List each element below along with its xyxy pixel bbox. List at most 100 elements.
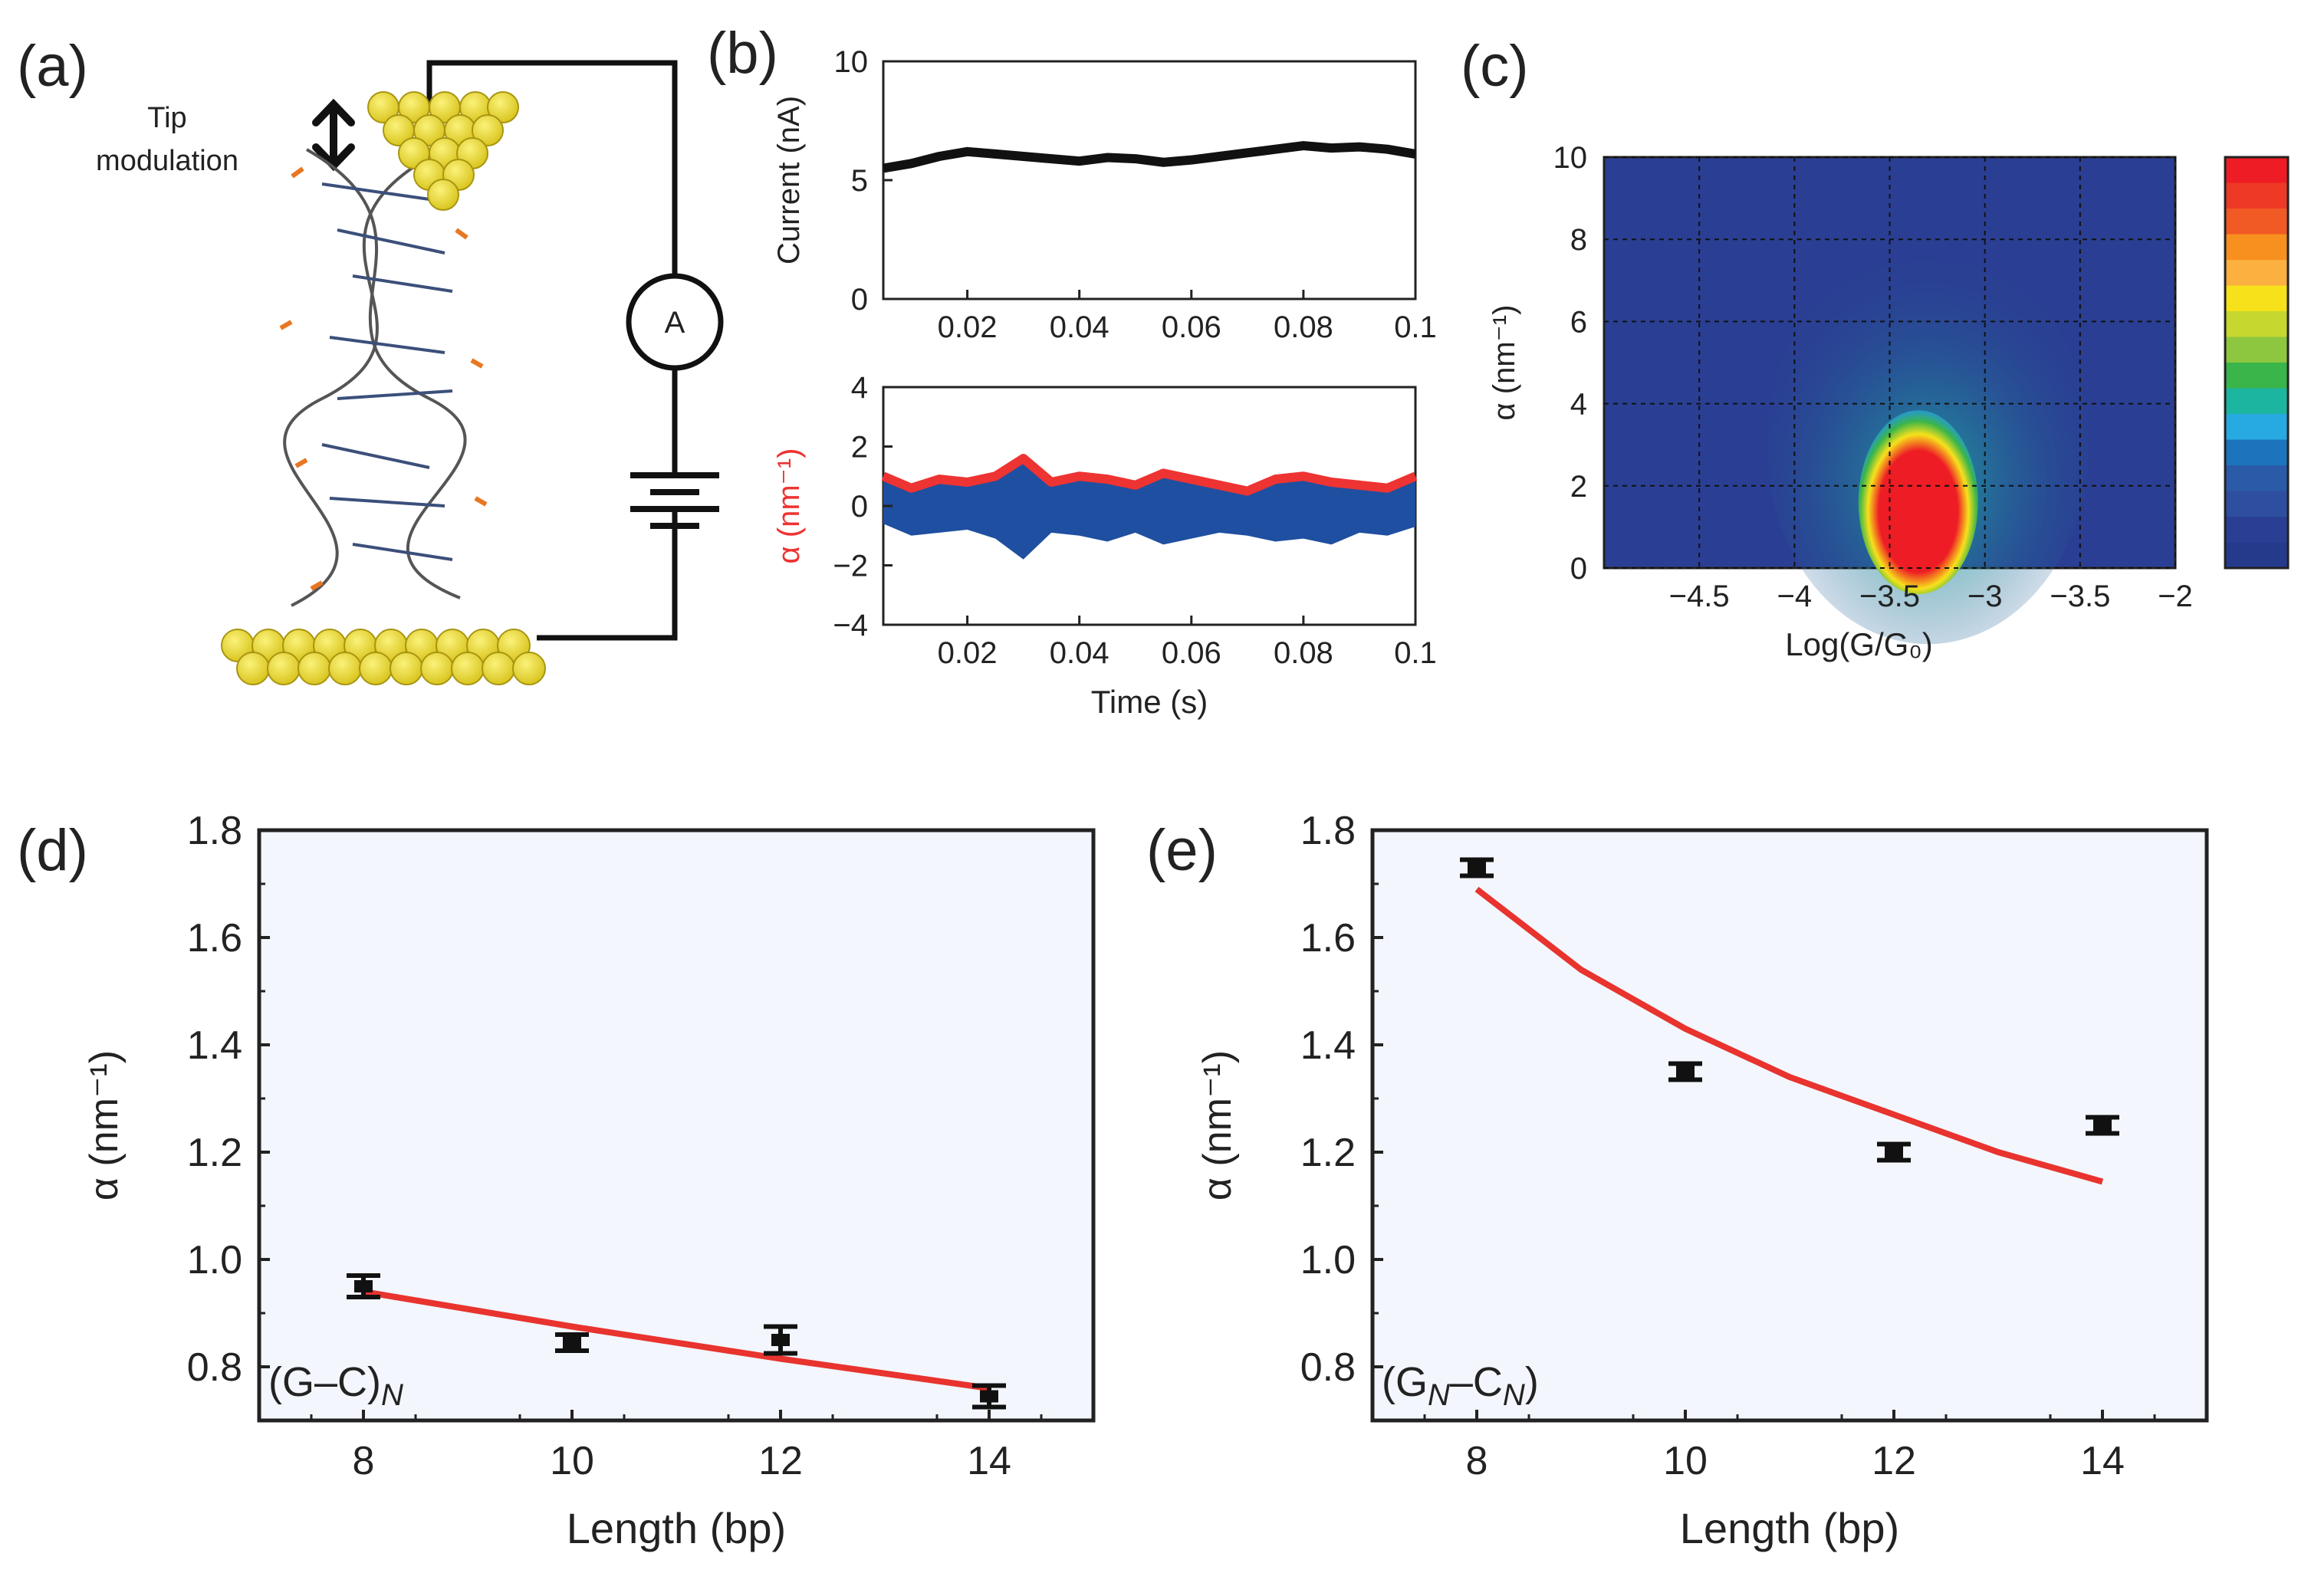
x-tick-label: −4.5: [1669, 580, 1730, 613]
panel-label-d: (d): [17, 818, 88, 883]
series-annotation: (GN–CN): [1382, 1359, 1539, 1412]
y-tick-label: 1.4: [1300, 1023, 1356, 1068]
chart-gc-block: 8 10 12 14 0.8 1.0 1.2 1.4 1.6 1.8 Length (bp) α (n…: [1195, 809, 2209, 1552]
heatmap-hotspot: [1858, 410, 1978, 595]
x-tick-label: 0.1: [1394, 310, 1437, 344]
x-axis-label: Length (bp): [1680, 1504, 1899, 1552]
y-tick-label: 1.8: [1300, 809, 1356, 853]
colorbar-step: [2225, 260, 2288, 287]
data-point: [1676, 1066, 1695, 1078]
panel-label-e: (e): [1146, 818, 1218, 883]
colorbar-step: [2225, 439, 2288, 466]
battery-icon: [630, 472, 719, 529]
chart-current-trace: 0.02 0.04 0.06 0.08 0.1 0 5 10 Current (nA): [772, 45, 1437, 344]
data-point: [354, 1280, 373, 1292]
x-tick-label: 0.08: [1274, 636, 1333, 670]
y-tick-label: 10: [834, 45, 869, 79]
dna-helix: [279, 148, 488, 607]
y-tick-label: 2: [1570, 470, 1587, 504]
y-tick-label: 2: [851, 431, 868, 465]
x-tick-label: −4: [1777, 580, 1813, 613]
panel-label-b: (b): [707, 21, 778, 86]
y-tick-label: 0: [1570, 552, 1587, 586]
y-tick-label: 8: [1570, 223, 1587, 257]
y-tick-label: 1.0: [187, 1238, 242, 1282]
y-tick-label: −4: [833, 609, 868, 642]
y-axis-label: α (nm⁻¹): [772, 448, 806, 564]
x-axis-label: Log(G/G₀): [1785, 626, 1933, 662]
x-axis-label: Time (s): [1091, 684, 1208, 720]
series-line-upper: [881, 454, 1418, 496]
x-tick-label: 10: [550, 1439, 594, 1483]
y-tick-label: 0: [851, 490, 868, 524]
colorbar-step: [2225, 517, 2288, 543]
data-point: [1468, 862, 1486, 874]
x-tick-label: 12: [758, 1439, 803, 1483]
y-axis-label: α (nm⁻¹): [1195, 1050, 1240, 1200]
x-tick-label: 0.04: [1050, 310, 1109, 344]
y-tick-label: 0: [851, 283, 868, 317]
x-tick-label: −3.5: [2050, 580, 2110, 613]
data-point: [980, 1390, 998, 1403]
x-axis-label: Length (bp): [567, 1504, 786, 1552]
series-line-current: [882, 141, 1417, 173]
y-tick-label: −2: [833, 550, 868, 583]
colorbar-step: [2225, 491, 2288, 517]
y-tick-label: 0.8: [1300, 1345, 1356, 1390]
colorbar-frame: [2224, 156, 2290, 570]
colorbar-step: [2225, 337, 2288, 363]
colorbar-step: [2225, 542, 2288, 569]
circuit-wire: [426, 60, 678, 641]
x-tick-label: 0.06: [1162, 310, 1221, 344]
y-axis-label: α (nm⁻¹): [82, 1050, 127, 1200]
y-tick-label: 5: [851, 164, 868, 198]
y-tick-label: 4: [1570, 388, 1587, 422]
y-tick-label: 1.0: [1300, 1238, 1356, 1282]
data-point: [563, 1336, 581, 1349]
series-annotation: (G–C)N: [268, 1359, 403, 1412]
y-axis-label: α (nm⁻¹): [1488, 305, 1521, 421]
gold-substrate: [221, 629, 546, 685]
tip-label-line2: modulation: [96, 145, 238, 177]
y-tick-label: 6: [1570, 305, 1587, 339]
panel-label-c: (c): [1461, 34, 1529, 99]
x-tick-label: 0.02: [938, 310, 998, 344]
y-tick-label: 4: [851, 371, 868, 405]
panel-a-schematic: Tip modulation A: [96, 60, 724, 685]
chart-alpha-trace: 0.02 0.04 0.06 0.08 0.1 −4 −2 0 2 4 Time (s) α (nm⁻…: [772, 371, 1437, 720]
y-tick-label: 1.6: [1300, 916, 1356, 961]
x-tick-label: 8: [1466, 1439, 1488, 1483]
y-tick-label: 0.8: [187, 1345, 242, 1390]
colorbar-step: [2225, 311, 2288, 338]
panel-label-a: (a): [17, 34, 88, 99]
y-tick-label: 1.4: [187, 1023, 242, 1068]
chart-heatmap: −4.5 −4 −3.5 −3 −3.5 −2 0 2 4 6 8 10 Log(G/G₀) α (nm⁻…: [1488, 141, 2290, 662]
data-point: [771, 1334, 790, 1346]
plot-frame: [1370, 828, 2209, 1423]
y-tick-label: 1.2: [1300, 1131, 1356, 1175]
x-tick-label: 0.04: [1050, 636, 1109, 670]
colorbar-step: [2225, 363, 2288, 389]
chart-gc-alternating: 8 10 12 14 0.8 1.0 1.2 1.4 1.6 1.8 Length (bp) α (n…: [82, 809, 1096, 1552]
fit-line: [363, 1289, 990, 1391]
colorbar-step: [2225, 157, 2288, 184]
x-tick-label: −3.5: [1859, 580, 1920, 613]
colorbar-step: [2225, 209, 2288, 235]
series-area-alpha: [883, 458, 1415, 560]
x-tick-label: 0.1: [1394, 636, 1437, 670]
y-axis-label: Current (nA): [772, 96, 806, 264]
colorbar-step: [2225, 285, 2288, 312]
plot-frame: [257, 828, 1096, 1423]
y-tick-label: 1.2: [187, 1131, 242, 1175]
x-tick-label: 0.02: [938, 636, 998, 670]
tip-label-line1: Tip: [147, 102, 186, 134]
data-point: [2093, 1119, 2112, 1131]
plot-frame: [882, 60, 1417, 300]
colorbar-step: [2225, 465, 2288, 492]
x-tick-label: −3: [1967, 580, 2003, 613]
y-tick-label: 1.6: [187, 916, 242, 961]
ammeter-label: A: [665, 306, 685, 340]
colorbar-step: [2225, 388, 2288, 415]
data-point: [1885, 1146, 1903, 1158]
